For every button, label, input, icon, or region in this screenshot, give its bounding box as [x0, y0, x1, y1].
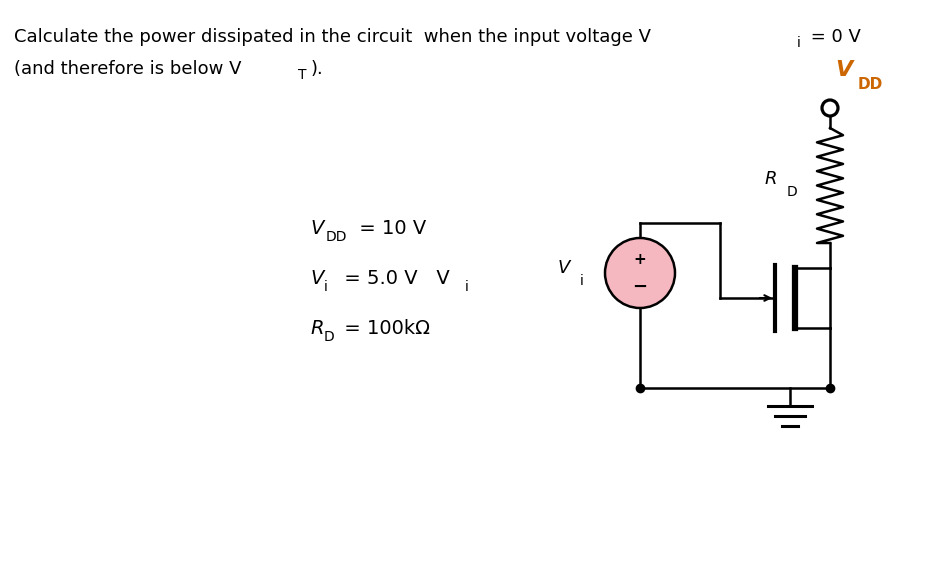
Circle shape	[822, 100, 838, 116]
Text: DD: DD	[858, 77, 883, 92]
Text: (and therefore is below V: (and therefore is below V	[14, 60, 242, 78]
Text: +: +	[633, 252, 646, 268]
Circle shape	[605, 238, 675, 308]
Text: i: i	[465, 280, 469, 294]
Text: V: V	[835, 60, 852, 80]
Text: i: i	[580, 274, 584, 288]
Text: T: T	[298, 68, 307, 82]
Text: R: R	[765, 170, 777, 188]
Text: V: V	[558, 259, 570, 277]
Text: Calculate the power dissipated in the circuit  when the input voltage V: Calculate the power dissipated in the ci…	[14, 28, 651, 46]
Text: ).: ).	[311, 60, 324, 78]
Text: = 0 V: = 0 V	[805, 28, 861, 46]
Text: = 100kΩ: = 100kΩ	[338, 318, 430, 338]
Text: D: D	[787, 184, 798, 198]
Text: i: i	[797, 36, 801, 50]
Text: V: V	[310, 269, 324, 287]
Text: D: D	[324, 330, 335, 344]
Text: i: i	[324, 280, 328, 294]
Text: R: R	[310, 318, 324, 338]
Text: = 10 V: = 10 V	[353, 219, 426, 237]
Text: = 5.0 V   V: = 5.0 V V	[338, 269, 450, 287]
Text: V: V	[310, 219, 324, 237]
Text: −: −	[632, 278, 647, 296]
Text: DD: DD	[326, 230, 348, 244]
